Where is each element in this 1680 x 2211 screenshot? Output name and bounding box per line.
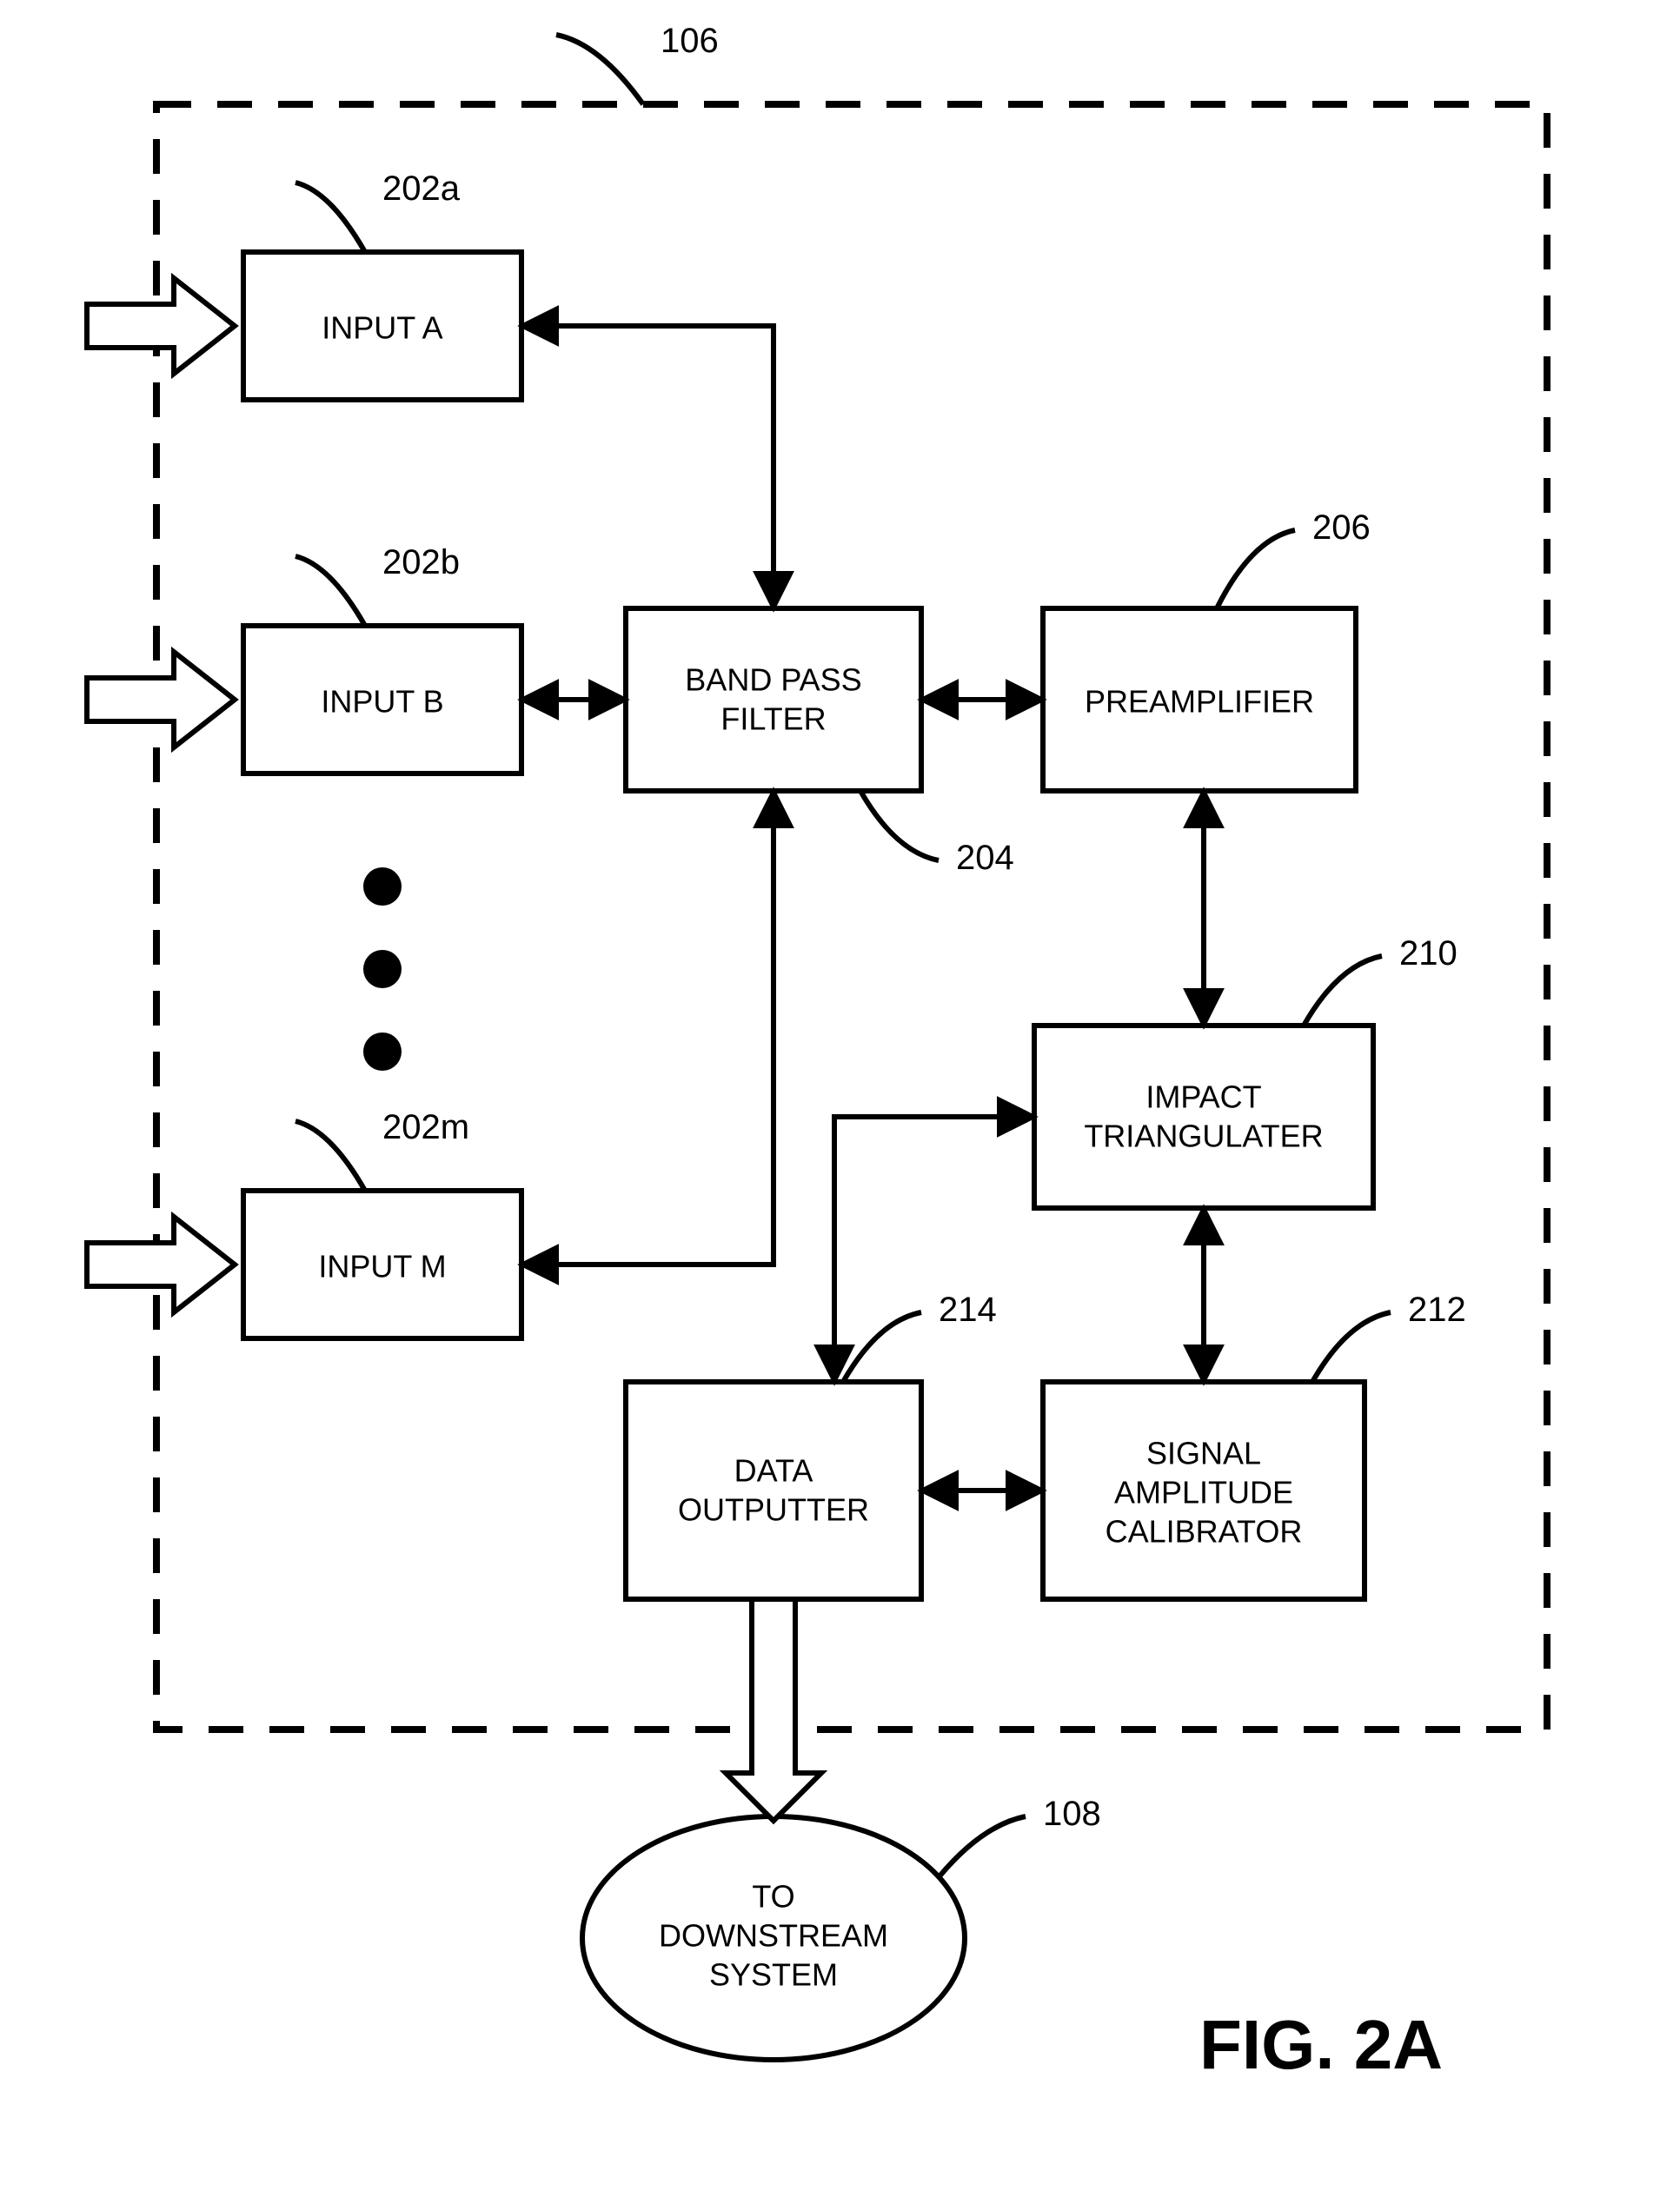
leader-106	[556, 35, 643, 104]
leader-210	[1304, 956, 1382, 1026]
signal-label-1: SIGNAL	[1146, 1436, 1261, 1471]
ellipsis-dot	[363, 1032, 402, 1071]
leader-202m	[295, 1121, 365, 1191]
bpf-label-1: BAND PASS	[685, 662, 861, 698]
data-out-label-1: DATA	[734, 1453, 813, 1489]
ref-210: 210	[1399, 934, 1458, 973]
signal-label-3: CALIBRATOR	[1106, 1514, 1303, 1550]
input-m-label: INPUT M	[318, 1249, 446, 1285]
leader-214	[843, 1312, 921, 1382]
leader-212	[1312, 1312, 1391, 1382]
leader-206	[1217, 530, 1295, 608]
leader-204	[860, 791, 939, 860]
ref-202b: 202b	[382, 543, 460, 581]
signal-label-2: AMPLITUDE	[1114, 1475, 1293, 1511]
ellipsis-dot	[363, 950, 402, 988]
impact-label-2: TRIANGULATER	[1084, 1119, 1323, 1154]
edge-dataout-impact	[834, 1117, 1034, 1382]
ref-108: 108	[1043, 1795, 1101, 1833]
input-b-label: INPUT B	[321, 684, 443, 720]
impact-box	[1034, 1026, 1373, 1208]
ref-204: 204	[956, 839, 1014, 877]
preamp-label: PREAMPLIFIER	[1085, 684, 1314, 720]
downstream-label-1: TO	[752, 1879, 794, 1915]
downstream-label-2: DOWNSTREAM	[659, 1918, 888, 1954]
ref-206: 206	[1312, 508, 1371, 547]
data-out-box	[626, 1382, 921, 1599]
leader-108	[939, 1816, 1026, 1877]
ellipsis-dot	[363, 867, 402, 906]
downstream-label-3: SYSTEM	[709, 1957, 838, 1993]
figure-label: FIG. 2A	[1199, 2006, 1443, 2083]
data-out-label-2: OUTPUTTER	[678, 1492, 869, 1528]
leader-202b	[295, 556, 365, 626]
leader-202a	[295, 183, 365, 252]
bpf-box	[626, 608, 921, 791]
hollow-arrow-input-m	[87, 1217, 235, 1312]
ref-214: 214	[939, 1291, 997, 1329]
impact-label-1: IMPACT	[1145, 1079, 1261, 1115]
ref-212: 212	[1408, 1291, 1466, 1329]
edge-bpf-input-m	[521, 791, 774, 1265]
ref-106: 106	[661, 22, 719, 60]
hollow-arrow-input-a	[87, 278, 235, 374]
input-a-label: INPUT A	[322, 310, 442, 346]
ref-202m: 202m	[382, 1108, 469, 1146]
edge-bpf-input-a	[521, 326, 774, 608]
bpf-label-2: FILTER	[720, 701, 826, 737]
hollow-arrow-output	[726, 1599, 821, 1821]
hollow-arrow-input-b	[87, 652, 235, 747]
ref-202a: 202a	[382, 169, 461, 208]
